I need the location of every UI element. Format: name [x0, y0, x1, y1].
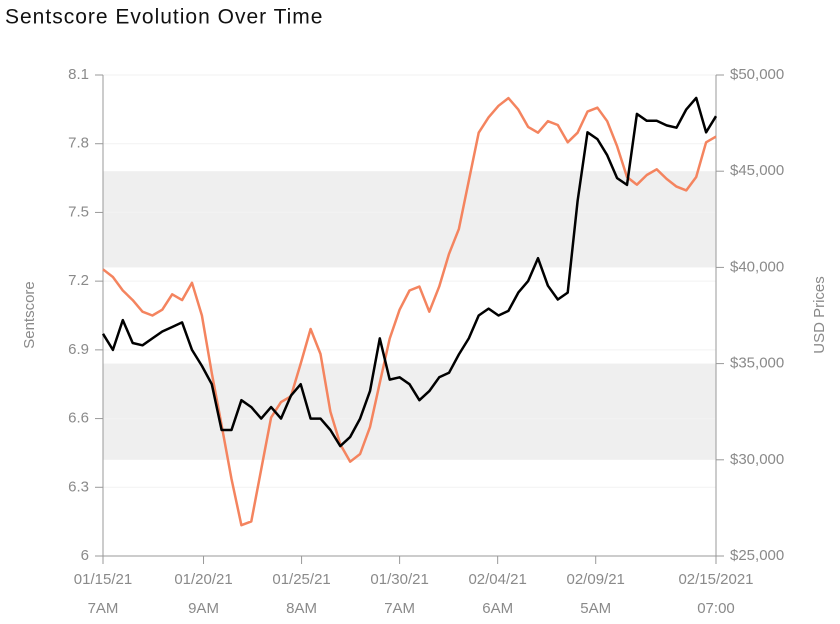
y-tick-label: 7.5 [68, 203, 89, 220]
x-tick-label: 5AM [580, 600, 611, 617]
y2-tick-label: $35,000 [730, 355, 784, 372]
y-tick-label: 7.8 [68, 135, 89, 152]
x-tick-label: 7AM [88, 600, 119, 617]
y2-tick-label: $30,000 [730, 451, 784, 468]
x-tick-label: 07:00 [697, 600, 735, 617]
series-line [102, 96, 717, 527]
y-tick-label: 6.9 [68, 341, 89, 358]
x-tick-label: 02/15/2021 [678, 571, 753, 588]
y2-axis-label: USD Prices [811, 276, 828, 354]
y2-tick-label: $25,000 [730, 547, 784, 564]
y2-tick-label: $45,000 [730, 162, 784, 179]
chart-title: Sentscore Evolution Over Time [5, 6, 323, 29]
y-axis-label: Sentscore [21, 281, 38, 349]
x-tick-label: 6AM [482, 600, 513, 617]
y2-tick-label: $40,000 [730, 258, 784, 275]
x-tick-label: 9AM [188, 600, 219, 617]
y-tick-label: 6.3 [68, 478, 89, 495]
y-tick-label: 7.2 [68, 272, 89, 289]
x-tick-label: 02/09/21 [567, 571, 625, 588]
x-tick-label: 8AM [286, 600, 317, 617]
x-tick-label: 01/15/21 [74, 571, 132, 588]
x-tick-label: 02/04/21 [468, 571, 526, 588]
series-line [101, 96, 718, 448]
y-tick-label: 8.1 [68, 66, 89, 83]
grid-band [103, 171, 716, 268]
x-tick-label: 01/25/21 [272, 571, 330, 588]
x-tick-label: 01/20/21 [174, 571, 232, 588]
y-tick-label: 6.6 [68, 410, 89, 427]
y-tick-label: 6 [81, 547, 89, 564]
x-tick-label: 7AM [384, 600, 415, 617]
y2-tick-label: $50,000 [730, 66, 784, 83]
x-tick-label: 01/30/21 [370, 571, 428, 588]
grid-band [103, 363, 716, 460]
